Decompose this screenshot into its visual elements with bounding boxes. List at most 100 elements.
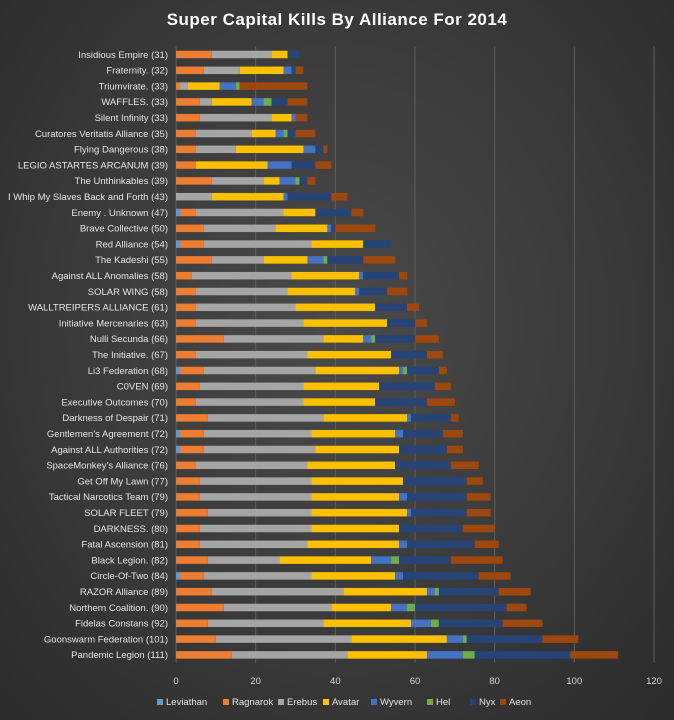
bar-wyvern xyxy=(327,224,332,233)
bar-wyvern xyxy=(363,335,372,343)
bar-aeon xyxy=(351,208,364,217)
bar-wyvern xyxy=(307,256,324,264)
bar-ragnarok xyxy=(176,508,208,517)
bar-nyx xyxy=(271,98,288,106)
bar-aeon xyxy=(295,129,316,138)
bar-wyvern xyxy=(426,587,435,596)
bar-aeon xyxy=(466,508,491,517)
bar-ragnarok xyxy=(176,524,200,533)
bar-wyvern xyxy=(426,651,463,659)
bar-nyx xyxy=(287,129,296,138)
bar-ragnarok xyxy=(176,335,224,343)
bar-avatar xyxy=(323,619,412,628)
bar-nyx xyxy=(474,651,571,659)
category-label: Silent Infinity (33) xyxy=(95,113,168,124)
bar-aeon xyxy=(239,82,308,90)
bar-nyx xyxy=(466,635,543,643)
bar-nyx xyxy=(315,208,352,217)
bar-aeon xyxy=(407,303,419,312)
bar-avatar xyxy=(311,493,400,501)
bar-erebus xyxy=(211,256,264,264)
bar-wyvern xyxy=(395,429,404,438)
bar-avatar xyxy=(311,524,400,533)
legend-swatch-ragnarok xyxy=(223,699,229,705)
bar-hel xyxy=(263,98,272,106)
bar-hel xyxy=(434,587,439,596)
bar-hel xyxy=(403,366,408,375)
category-label: Initiative Mercenaries (63) xyxy=(59,318,168,329)
bar-erebus xyxy=(203,445,316,454)
bar-aeon xyxy=(295,113,308,122)
category-label: Fidelas Constans (92) xyxy=(75,619,168,630)
bar-erebus xyxy=(195,461,308,470)
bar-wyvern xyxy=(371,556,392,564)
bar-avatar xyxy=(211,98,252,106)
bar-ragnarok xyxy=(176,414,208,422)
bar-avatar xyxy=(251,129,276,138)
bar-nyx xyxy=(363,271,400,280)
category-label: Flying Dangerous (38) xyxy=(74,145,168,156)
bar-avatar xyxy=(303,382,380,391)
x-tick-label: 20 xyxy=(250,676,261,687)
bar-erebus xyxy=(199,382,304,391)
bar-avatar xyxy=(239,66,284,75)
bar-ragnarok xyxy=(176,177,212,185)
bar-ragnarok xyxy=(176,398,196,406)
x-tick-label: 40 xyxy=(330,676,341,687)
bar-aeon xyxy=(434,382,451,391)
bar-hel xyxy=(407,603,415,612)
bar-nyx xyxy=(399,556,451,564)
bar-nyx xyxy=(403,429,443,438)
bar-ragnarok xyxy=(176,50,212,59)
category-label: Red Alliance (54) xyxy=(96,239,168,250)
bar-leviathan xyxy=(176,429,180,438)
x-tick-label: 60 xyxy=(410,676,421,687)
bar-nyx xyxy=(403,572,479,580)
label-layer: Insidious Empire (31) Fraternity. (32) Tri… xyxy=(8,50,168,661)
bar-erebus xyxy=(223,603,332,612)
category-label: The Kadeshi (55) xyxy=(95,255,168,266)
bar-nyx xyxy=(375,303,408,312)
category-label: Tactical Narcotics Team (79) xyxy=(49,492,168,503)
bar-avatar xyxy=(307,350,392,359)
bar-wyvern xyxy=(283,192,288,201)
bar-avatar xyxy=(323,335,364,343)
category-label: SOLAR WING (58) xyxy=(88,287,168,298)
category-label: DARKNESS. (80) xyxy=(94,524,168,535)
bar-aeon xyxy=(331,192,348,201)
category-label: LEGIO ASTARTES ARCANUM (39) xyxy=(18,160,168,171)
bar-ragnarok xyxy=(176,161,196,169)
category-label: Triumvirate. (33) xyxy=(99,81,168,92)
legend-swatch-leviathan xyxy=(157,699,163,705)
bar-nyx xyxy=(391,350,427,359)
tick-layer: 0 20 40 60 80 100 120 xyxy=(173,676,662,687)
bar-aeon xyxy=(323,145,328,154)
category-label: SpaceMonkey's Alliance (76) xyxy=(46,461,168,472)
bar-wyvern xyxy=(359,271,364,280)
legend: Leviathan Ragnarok Erebus Avatar Wyvern Hel Ny… xyxy=(157,697,531,708)
legend-label-erebus: Erebus xyxy=(287,697,317,708)
bar-erebus xyxy=(176,192,212,201)
bar-wyvern xyxy=(407,414,412,422)
bar-ragnarok xyxy=(179,572,204,580)
bar-layer xyxy=(176,50,619,659)
bar-nyx xyxy=(395,461,451,470)
legend-swatch-wyvern xyxy=(371,699,377,705)
category-label: Executive Outcomes (70) xyxy=(61,397,168,408)
bar-erebus xyxy=(215,635,352,643)
legend-label-nyx: Nyx xyxy=(479,697,496,708)
bar-ragnarok xyxy=(176,603,224,612)
bar-erebus xyxy=(207,556,280,564)
bar-avatar xyxy=(351,635,447,643)
bar-erebus xyxy=(203,429,312,438)
bar-avatar xyxy=(311,429,396,438)
category-label: Goonswarm Federation (101) xyxy=(44,634,168,645)
bar-wyvern xyxy=(279,177,296,185)
bar-erebus xyxy=(199,98,212,106)
bar-wyvern xyxy=(407,508,412,517)
legend-swatch-erebus xyxy=(278,699,284,705)
chart-title: Super Capital Kills By Alliance For 2014 xyxy=(166,10,508,29)
legend-label-ragnarok: Ragnarok xyxy=(232,697,273,708)
category-label: Curatores Veritatis Alliance (35) xyxy=(35,129,168,140)
category-label: C0VEN (69) xyxy=(117,382,168,393)
